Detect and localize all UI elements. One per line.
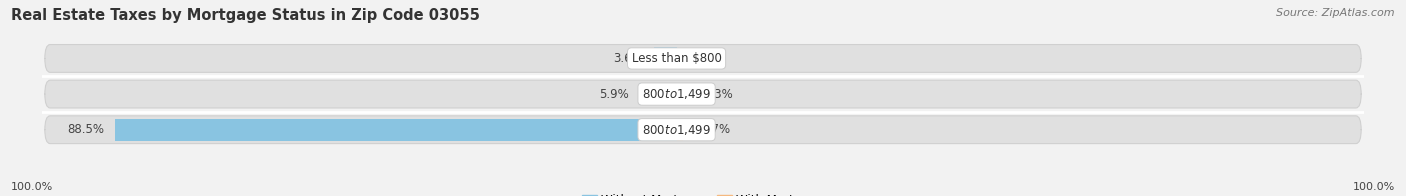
Text: 88.5%: 88.5% [67,123,104,136]
Text: 5.9%: 5.9% [599,88,628,101]
Text: Source: ZipAtlas.com: Source: ZipAtlas.com [1277,8,1395,18]
Text: 0.0%: 0.0% [688,52,717,65]
Text: 100.0%: 100.0% [1353,182,1395,192]
Text: $800 to $1,499: $800 to $1,499 [643,123,711,137]
Text: 100.0%: 100.0% [11,182,53,192]
Bar [676,83,692,105]
FancyBboxPatch shape [45,44,1361,72]
Text: 2.3%: 2.3% [703,88,733,101]
Bar [676,119,682,141]
Text: Less than $800: Less than $800 [631,52,721,65]
FancyBboxPatch shape [45,116,1361,144]
Bar [654,47,676,70]
Bar [115,119,676,141]
Text: 3.6%: 3.6% [613,52,643,65]
FancyBboxPatch shape [45,80,1361,108]
Bar [640,83,676,105]
Text: Real Estate Taxes by Mortgage Status in Zip Code 03055: Real Estate Taxes by Mortgage Status in … [11,8,479,23]
Legend: Without Mortgage, With Mortgage: Without Mortgage, With Mortgage [578,189,828,196]
Text: 0.87%: 0.87% [693,123,730,136]
Text: $800 to $1,499: $800 to $1,499 [643,87,711,101]
